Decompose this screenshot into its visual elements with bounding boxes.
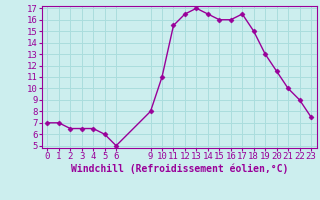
X-axis label: Windchill (Refroidissement éolien,°C): Windchill (Refroidissement éolien,°C) — [70, 164, 288, 174]
